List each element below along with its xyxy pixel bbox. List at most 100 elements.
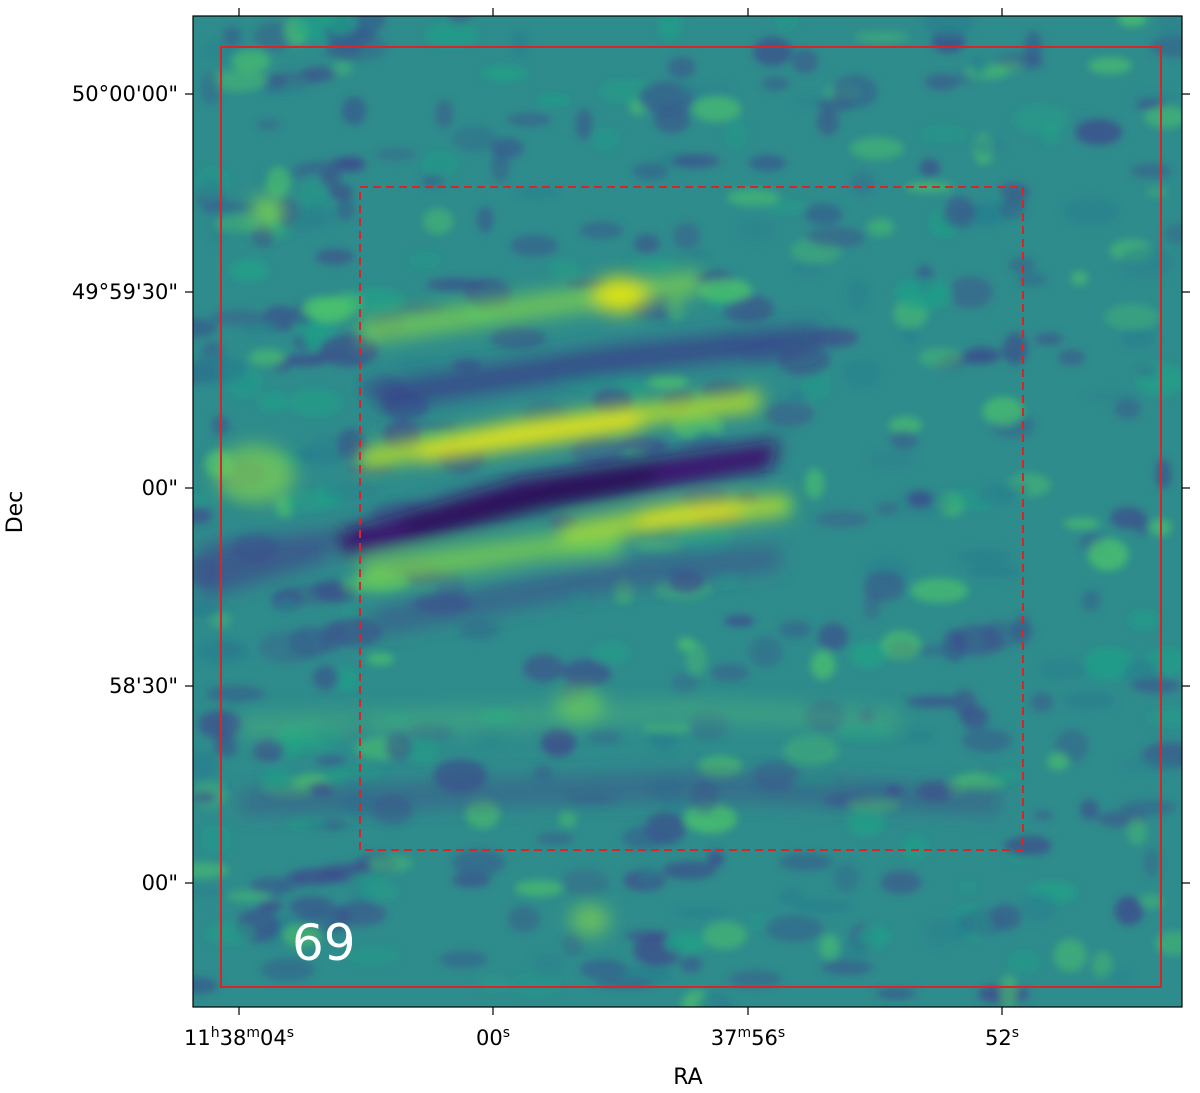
noise-blob	[571, 435, 623, 466]
noise-blob	[703, 921, 747, 950]
noise-blob	[1004, 835, 1052, 857]
ra-ticks	[238, 8, 1003, 1015]
noise-blob	[1136, 366, 1158, 378]
noise-blob	[1110, 506, 1146, 529]
noise-blob	[561, 869, 610, 896]
noise-blob	[193, 602, 222, 618]
noise-blob	[366, 652, 395, 666]
noise-blob	[452, 125, 498, 152]
noise-blob	[722, 294, 775, 323]
noise-blob	[1079, 799, 1099, 821]
noise-blob	[1070, 271, 1088, 285]
noise-blob	[286, 817, 327, 830]
noise-blob	[804, 468, 825, 500]
noise-blob	[562, 933, 583, 957]
noise-blob	[632, 162, 670, 180]
noise-blob	[1120, 327, 1156, 349]
noise-blob	[918, 347, 963, 368]
noise-blob	[994, 60, 1024, 74]
noise-blob	[779, 887, 805, 906]
noise-blob	[880, 630, 922, 660]
noise-blob	[481, 66, 528, 82]
noise-blob	[226, 890, 273, 902]
noise-blob	[408, 252, 442, 269]
noise-blob	[1034, 333, 1063, 345]
noise-blob	[998, 196, 1026, 220]
noise-blob	[514, 880, 564, 897]
noise-blob	[193, 355, 247, 385]
noise-blob	[809, 328, 859, 348]
noise-blob	[591, 127, 621, 150]
noise-blob	[748, 636, 784, 668]
noise-blob	[447, 16, 471, 25]
noise-blob	[349, 859, 372, 874]
noise-blob	[845, 277, 870, 312]
ra-tick-label: 00s	[476, 1025, 510, 1050]
noise-blob	[676, 82, 735, 98]
noise-blob	[867, 451, 916, 469]
noise-blob	[193, 885, 226, 897]
noise-blob	[876, 988, 916, 999]
noise-blob	[1163, 223, 1182, 245]
noise-blob	[688, 248, 707, 262]
x-axis-label: RA	[673, 1065, 702, 1090]
noise-blob	[735, 216, 777, 243]
noise-blob	[315, 755, 347, 767]
noise-blob	[923, 16, 975, 38]
noise-blob	[328, 184, 353, 201]
noise-blob	[579, 959, 627, 980]
noise-blob	[778, 853, 834, 871]
noise-blob	[810, 650, 836, 680]
noise-blob	[1061, 690, 1117, 711]
noise-blob	[435, 99, 454, 129]
noise-blob	[506, 112, 553, 127]
noise-blob	[646, 374, 688, 390]
y-axis-label: Dec	[3, 491, 28, 534]
noise-blob	[319, 864, 357, 880]
noise-blob	[536, 832, 575, 846]
noise-blob	[516, 186, 559, 198]
noise-blob	[260, 957, 315, 982]
noise-blob	[1033, 810, 1054, 821]
noise-blob	[981, 620, 1018, 651]
noise-blob	[257, 900, 283, 913]
noise-blob	[1016, 273, 1048, 287]
noise-blob	[197, 710, 242, 739]
noise-blob	[332, 62, 353, 76]
noise-blob	[791, 48, 819, 74]
noise-blob	[1007, 950, 1041, 973]
noise-blob	[491, 137, 524, 159]
noise-blob	[698, 278, 752, 303]
noise-blob	[1143, 847, 1160, 878]
ra-tick-label: 37m56s	[711, 1025, 785, 1050]
noise-blob	[1117, 16, 1148, 27]
noise-blob	[1114, 896, 1144, 926]
noise-blob	[765, 915, 824, 943]
noise-blob	[697, 992, 733, 1007]
noise-blob	[999, 975, 1018, 1007]
noise-blob	[209, 70, 268, 92]
noise-blob	[919, 158, 940, 177]
noise-blob	[679, 955, 703, 973]
noise-blob	[510, 972, 562, 997]
noise-blob	[912, 645, 953, 656]
noise-blob	[889, 430, 919, 450]
noise-blob	[642, 722, 694, 734]
noise-blob	[336, 198, 355, 221]
noise-blob	[902, 836, 929, 860]
noise-blob	[814, 510, 870, 528]
noise-blob	[257, 393, 290, 411]
noise-blob	[478, 976, 510, 992]
noise-blob	[549, 260, 581, 280]
noise-blob	[279, 598, 297, 611]
noise-blob	[1119, 799, 1177, 816]
outer-region-box	[220, 46, 1162, 988]
dec-tick-label: 58'30"	[109, 674, 178, 698]
noise-blob	[397, 360, 441, 374]
dec-tick-label: 50°00'00"	[72, 82, 178, 106]
noise-blob	[213, 215, 260, 233]
noise-blob	[315, 248, 355, 265]
noise-blob	[1147, 707, 1182, 727]
noise-blob	[849, 641, 886, 668]
noise-blob	[562, 659, 612, 687]
